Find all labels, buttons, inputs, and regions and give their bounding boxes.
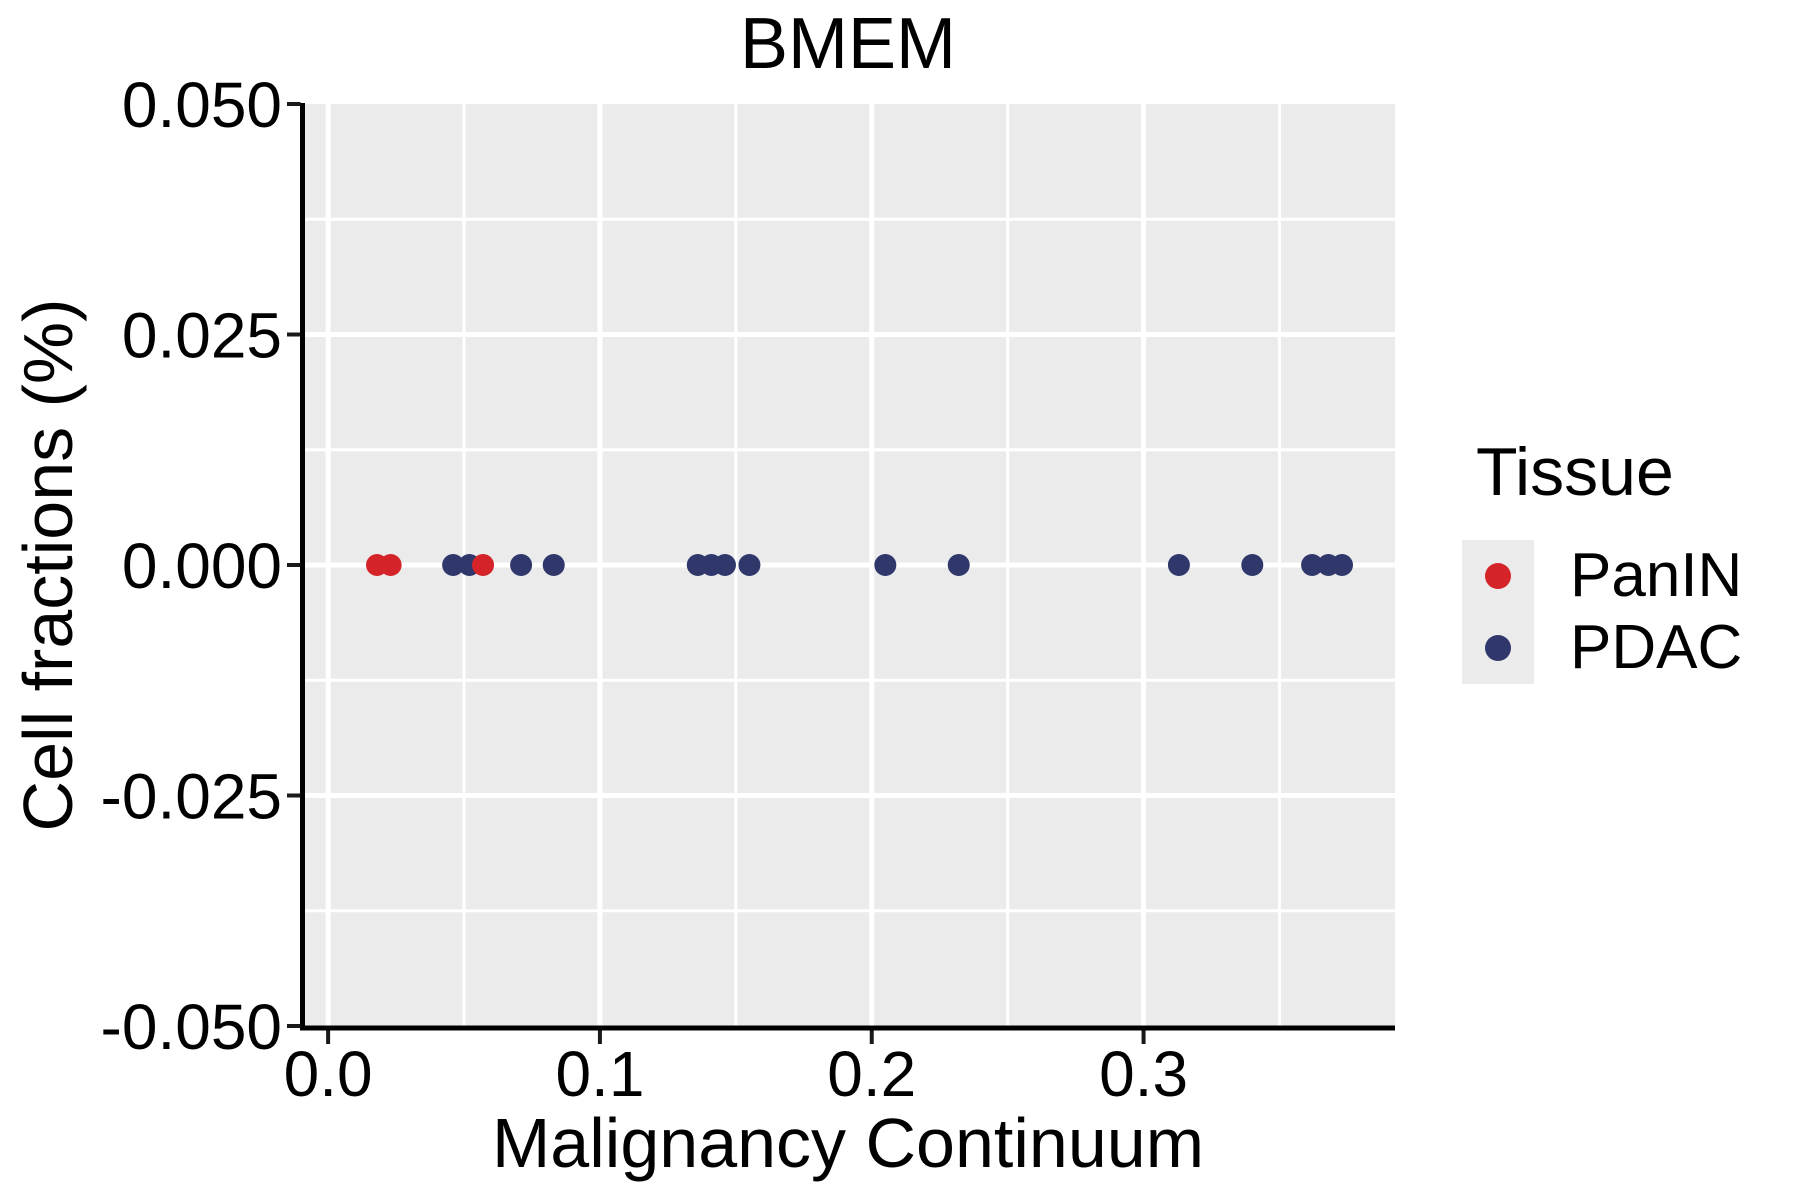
data-point-pdac bbox=[947, 554, 970, 576]
legend-label-pdac: PDAC bbox=[1570, 613, 1743, 682]
chart-title: BMEM bbox=[740, 4, 956, 84]
data-point-pdac bbox=[542, 554, 565, 576]
data-point-pdac bbox=[442, 554, 465, 576]
data-point-pdac bbox=[874, 554, 897, 576]
data-point-pdac bbox=[738, 554, 761, 576]
legend-item-panin: PanIN bbox=[1462, 540, 1742, 612]
y-tick-label: -0.050 bbox=[101, 991, 282, 1063]
x-tick-label: 0.3 bbox=[1099, 1038, 1188, 1110]
legend-key-panin bbox=[1462, 540, 1534, 612]
y-tick-label: -0.025 bbox=[101, 761, 282, 833]
panin-swatch-icon bbox=[1485, 563, 1511, 589]
x-tick-label: 0.1 bbox=[555, 1038, 644, 1110]
data-point-panin bbox=[472, 554, 495, 576]
data-point-pdac bbox=[713, 554, 736, 576]
legend: Tissue PanIN PDAC bbox=[1462, 438, 1742, 684]
data-point-panin bbox=[379, 554, 402, 576]
data-point-pdac bbox=[1167, 554, 1190, 576]
y-tick-label: 0.000 bbox=[122, 530, 282, 602]
legend-label-panin: PanIN bbox=[1570, 541, 1743, 610]
data-point-pdac bbox=[510, 554, 533, 576]
y-tick-label: 0.025 bbox=[122, 300, 282, 372]
x-tick-label: 0.0 bbox=[284, 1038, 373, 1110]
legend-key-pdac bbox=[1462, 612, 1534, 684]
y-axis-label: Cell fractions (%) bbox=[9, 298, 87, 832]
x-tick-label: 0.2 bbox=[827, 1038, 916, 1110]
x-axis-label: Malignancy Continuum bbox=[491, 1104, 1205, 1182]
legend-item-pdac: PDAC bbox=[1462, 612, 1742, 684]
y-tick-label: 0.050 bbox=[122, 69, 282, 141]
legend-title: Tissue bbox=[1476, 434, 1674, 510]
data-point-pdac bbox=[1301, 554, 1324, 576]
data-point-pdac bbox=[1330, 554, 1353, 576]
pdac-swatch-icon bbox=[1485, 635, 1511, 661]
data-point-pdac bbox=[1241, 554, 1264, 576]
